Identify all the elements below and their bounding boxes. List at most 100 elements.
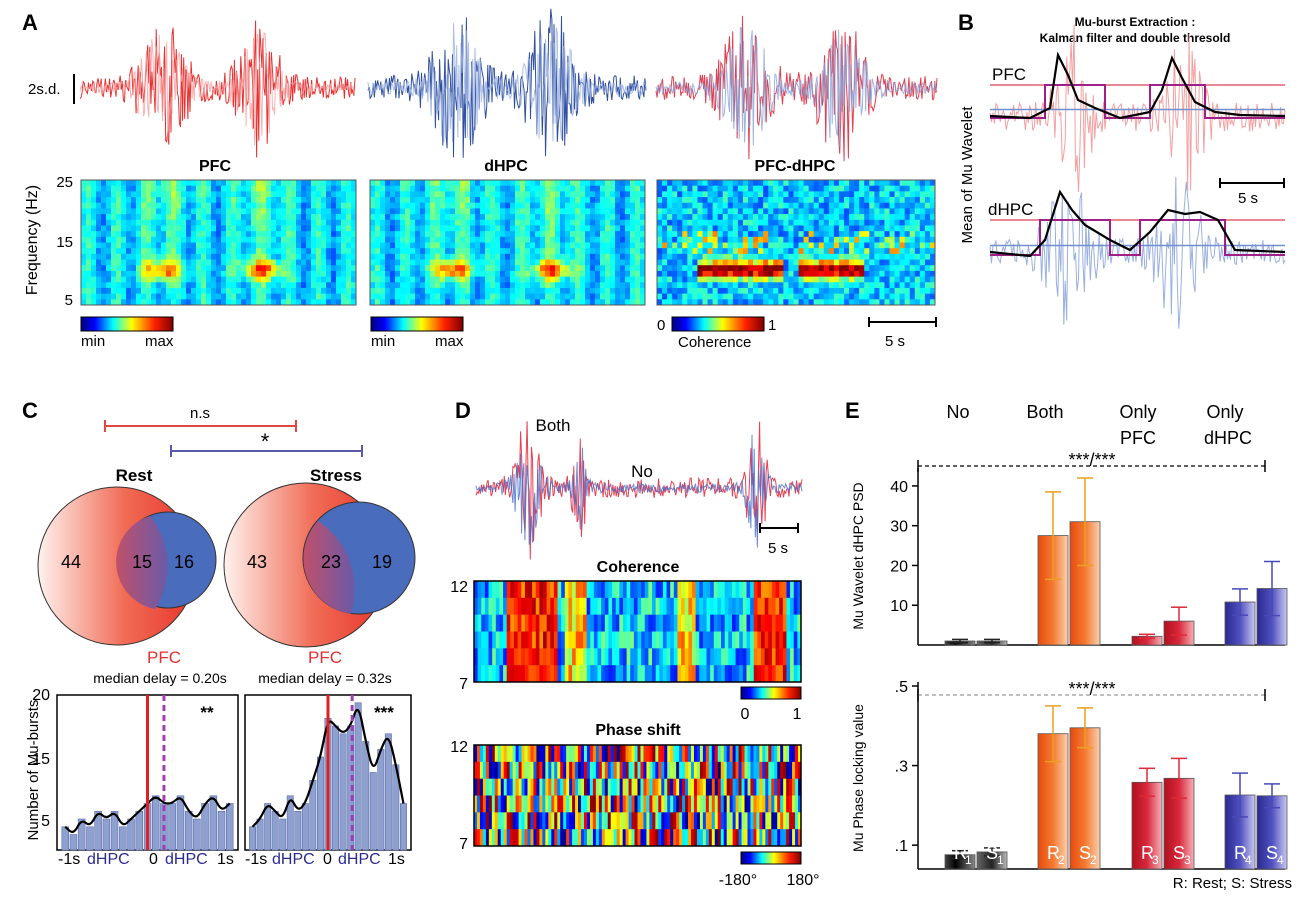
spectrogram-dhpc-cell bbox=[425, 180, 431, 187]
d-phase-cell bbox=[494, 761, 499, 780]
spectrogram-pfc-cell bbox=[106, 253, 112, 260]
spectrogram-pfc-cell bbox=[111, 185, 117, 192]
spectrogram-coherence-cell bbox=[722, 242, 729, 249]
d-phase-cell bbox=[747, 795, 751, 813]
spectrogram-dhpc-cell bbox=[590, 265, 596, 272]
spectrogram-dhpc-cell bbox=[585, 225, 591, 232]
spectrogram-dhpc-cell bbox=[535, 299, 541, 306]
spectrogram-coherence-cell bbox=[849, 208, 855, 215]
spectrogram-coherence-cell bbox=[884, 225, 890, 232]
d-coherence-cell bbox=[535, 648, 540, 666]
d-phase-cell bbox=[625, 795, 629, 813]
d-coherence-cell bbox=[499, 614, 504, 632]
spectrogram-coherence-cell bbox=[662, 197, 668, 204]
panel-a-letter: A bbox=[22, 10, 38, 35]
spectrogram-pfc-cell bbox=[316, 282, 322, 289]
d-coherence-cell bbox=[706, 614, 711, 632]
spectrogram-dhpc-cell bbox=[410, 270, 416, 277]
spectrogram-coherence-cell bbox=[667, 270, 673, 277]
spectrogram-dhpc-cell bbox=[560, 236, 566, 243]
spectrogram-coherence-cell bbox=[788, 236, 794, 243]
spectrogram-pfc-cell bbox=[271, 276, 277, 283]
spectrogram-pfc-cell bbox=[216, 270, 222, 277]
spectrogram-pfc-cell bbox=[121, 282, 127, 289]
spectrogram-pfc-cell bbox=[186, 225, 192, 232]
d-coherence-cell bbox=[706, 631, 711, 649]
d-coherence-cell bbox=[601, 648, 606, 666]
spectrogram-dhpc-cell bbox=[575, 191, 581, 198]
d-coherence-cell bbox=[503, 597, 508, 616]
spectrogram-pfc-cell bbox=[86, 219, 92, 226]
spectrogram-pfc-cell bbox=[216, 299, 222, 306]
venn-stress-title: Stress bbox=[310, 466, 362, 485]
spectrogram-dhpc-cell bbox=[555, 197, 561, 204]
spectrogram-coherence-cell bbox=[844, 253, 850, 260]
spectrogram-coherence-cell bbox=[914, 282, 921, 289]
spectrogram-dhpc-cell bbox=[640, 185, 646, 192]
d-coherence-cell bbox=[528, 648, 533, 666]
spectrogram-pfc-cell bbox=[111, 287, 117, 295]
spectrogram-coherence-cell bbox=[884, 180, 890, 187]
spectrogram-dhpc-cell bbox=[375, 270, 381, 277]
d-phase-cell bbox=[652, 745, 656, 763]
spectrogram-pfc-cell bbox=[186, 180, 192, 187]
spectrogram-coherence-cell bbox=[919, 202, 926, 209]
spectrogram-coherence-cell bbox=[894, 265, 901, 272]
d-phase-cell bbox=[533, 761, 537, 780]
spectrogram-coherence-cell bbox=[682, 282, 688, 289]
spectrogram-coherence-cell bbox=[672, 202, 678, 209]
spectrogram-dhpc-cell bbox=[625, 202, 631, 209]
spectrogram-coherence-cell bbox=[788, 287, 794, 295]
spectrogram-coherence-cell bbox=[798, 180, 804, 187]
d-phase-cell bbox=[711, 812, 716, 830]
spectrogram-dhpc-cell bbox=[515, 236, 521, 243]
spectrogram-coherence-cell bbox=[889, 197, 895, 204]
hist-bar bbox=[110, 810, 119, 851]
d-coherence-cell bbox=[764, 581, 769, 599]
spectrogram-pfc-cell bbox=[131, 293, 137, 300]
spectrogram-pfc-cell bbox=[231, 242, 237, 249]
d-coherence-cell bbox=[793, 597, 798, 616]
spectrogram-pfc-cell bbox=[171, 236, 177, 243]
d-phase-cell bbox=[768, 812, 772, 830]
spectrogram-dhpc-cell bbox=[505, 276, 511, 283]
spectrogram-coherence-cell bbox=[924, 287, 931, 295]
spectrogram-pfc-cell bbox=[126, 219, 132, 226]
spectrogram-coherence-cell bbox=[884, 219, 890, 226]
d-coherence-cell bbox=[557, 648, 562, 666]
spectrogram-coherence-cell bbox=[894, 180, 901, 187]
spectrogram-pfc-cell bbox=[196, 219, 202, 226]
spectrogram-coherence-cell bbox=[677, 253, 683, 260]
spectrogram-coherence-cell bbox=[717, 293, 724, 300]
d-phase-cell bbox=[646, 812, 650, 830]
spectrogram-dhpc-cell bbox=[445, 287, 451, 295]
spectrogram-dhpc-cell bbox=[630, 265, 636, 272]
spectrogram-coherence-cell bbox=[833, 231, 840, 238]
spectrogram-pfc-cell bbox=[111, 276, 117, 283]
spectrogram-dhpc-cell bbox=[390, 208, 396, 215]
spectrogram-coherence-cell bbox=[692, 180, 698, 187]
d-coherence-cell bbox=[510, 631, 515, 649]
spectrogram-dhpc-cell bbox=[595, 276, 601, 283]
spectrogram-coherence-cell bbox=[894, 214, 901, 221]
spectrogram-pfc-cell bbox=[176, 265, 182, 272]
d-phase-cell bbox=[732, 761, 736, 780]
spectrogram-coherence-cell bbox=[687, 236, 693, 243]
spectrogram-pfc-cell bbox=[106, 231, 112, 238]
spectrogram-dhpc-cell bbox=[415, 231, 421, 238]
d-phase-cell bbox=[723, 829, 728, 847]
d-phase-cell bbox=[616, 812, 621, 830]
d-phase-cell bbox=[673, 812, 677, 830]
spectrogram-dhpc-cell bbox=[595, 197, 601, 204]
spectrogram-pfc-cell bbox=[296, 242, 302, 249]
spectrogram-dhpc-cell bbox=[510, 197, 516, 204]
spectrogram-coherence-cell bbox=[914, 287, 921, 295]
d-phase-cell bbox=[622, 778, 627, 796]
spectrogram-pfc-cell bbox=[206, 219, 212, 226]
spectrogram-coherence-cell bbox=[732, 242, 739, 249]
spectrogram-pfc-cell bbox=[216, 236, 222, 243]
spectrogram-pfc-cell bbox=[266, 185, 272, 192]
d-phase-cell bbox=[583, 812, 588, 830]
spectrogram-coherence-cell bbox=[702, 236, 708, 243]
spectrogram-dhpc-cell bbox=[630, 214, 636, 221]
